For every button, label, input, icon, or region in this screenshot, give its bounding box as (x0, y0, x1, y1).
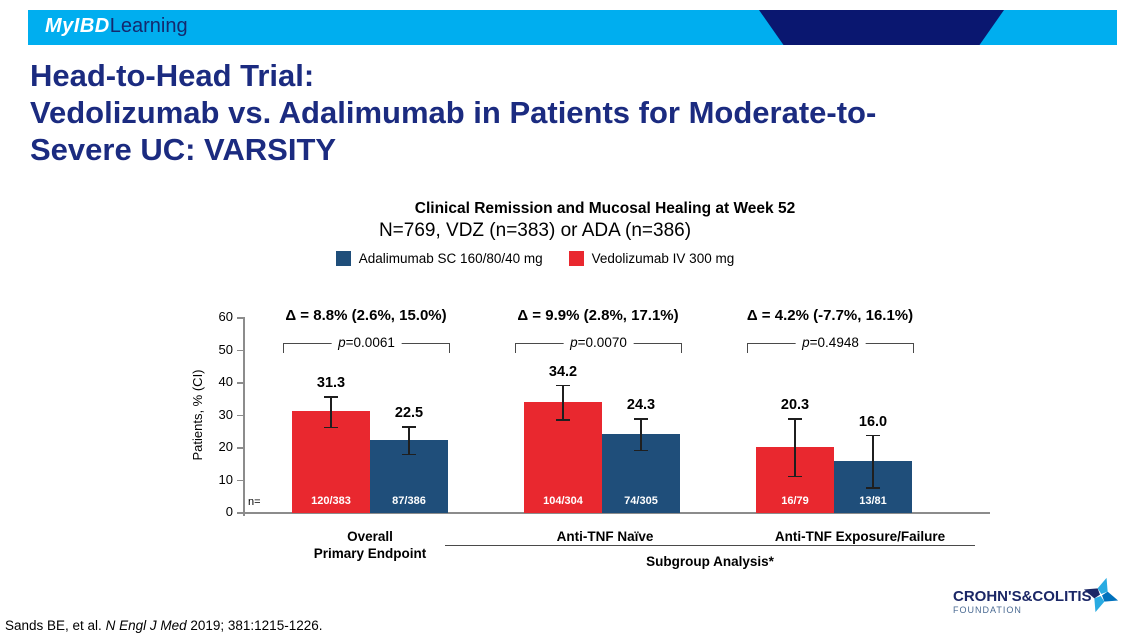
slide-title-line-1: Head-to-Head Trial: (30, 58, 315, 93)
legend-label-adalimumab: Adalimumab SC 160/80/40 mg (358, 251, 543, 266)
slide-title: Head-to-Head Trial: Vedolizumab vs. Adal… (30, 57, 1130, 168)
value-label-ada-group-1: 22.5 (394, 405, 424, 422)
logo-learning-text: Learning (109, 15, 188, 37)
error-bar-top-cap-vdz-group-2 (556, 384, 570, 387)
chart-legend: Adalimumab SC 160/80/40 mg Vedolizumab I… (150, 251, 920, 266)
n-label-ada-group-3: 13/81 (859, 495, 887, 507)
error-bar-bottom-cap-ada-group-1 (402, 453, 416, 456)
crohns-colitis-foundation-logo: CROHN'S&COLITIS FOUNDATION (953, 577, 1133, 615)
group-label-1: Overall Primary Endpoint (313, 529, 427, 561)
y-tick-label: 40 (218, 374, 233, 389)
myibd-learning-logo: MyIBDLearning (45, 15, 188, 38)
delta-annotation-group-2: Δ = 9.9% (2.8%, 17.1%) (517, 307, 679, 324)
n-label-vdz-group-2: 104/304 (543, 495, 583, 507)
bar-chart-plot-area: Patients, % (CI) n= 0 10 20 30 40 50 60 31.3 120/3… (190, 305, 990, 580)
n-label-vdz-group-1: 120/383 (311, 495, 351, 507)
error-bar-bottom-cap-vdz-group-2 (556, 419, 570, 421)
x-axis-line (243, 512, 990, 514)
p-value-bracket-group-1: p=0.0061 (283, 335, 450, 353)
p-value-label-group-3: p=0.4948 (795, 335, 866, 350)
error-bar-ada-group-3 (872, 434, 874, 487)
y-tick-label: 0 (225, 504, 233, 519)
legend-item-adalimumab: Adalimumab SC 160/80/40 mg (335, 251, 543, 266)
foundation-star-icon (1083, 577, 1119, 613)
subgroup-underline (445, 545, 975, 546)
y-tick-label: 20 (218, 439, 233, 454)
error-bar-ada-group-1 (408, 426, 410, 454)
slide-title-line-2: Vedolizumab vs. Adalimumab in Patients f… (30, 95, 877, 130)
delta-annotation-group-3: Δ = 4.2% (-7.7%, 16.1%) (746, 307, 914, 324)
legend-item-vedolizumab: Vedolizumab IV 300 mg (568, 251, 735, 266)
y-tick-label: 50 (218, 341, 233, 357)
error-bar-top-cap-ada-group-2 (634, 418, 648, 420)
p-value-bracket-group-2: p=0.0070 (515, 335, 682, 353)
error-bar-bottom-cap-vdz-group-3 (788, 475, 802, 478)
chart-subtitle: N=769, VDZ (n=383) or ADA (n=386) (378, 220, 692, 241)
y-tick-mark (237, 317, 245, 319)
value-label-vdz-group-3: 20.3 (780, 397, 810, 414)
n-label-ada-group-2: 74/305 (624, 495, 658, 507)
group-label-3: Anti-TNF Exposure/Failure (774, 529, 946, 544)
legend-label-vedolizumab: Vedolizumab IV 300 mg (591, 251, 735, 266)
adalimumab-swatch (335, 251, 351, 266)
value-label-ada-group-2: 24.3 (626, 397, 656, 414)
group-label-2: Anti-TNF Naïve (556, 529, 654, 544)
header-bar: MyIBDLearning (28, 10, 1117, 45)
y-tick-mark (237, 479, 245, 482)
p-value-bracket-group-3: p=0.4948 (747, 335, 914, 353)
error-bar-vdz-group-2 (562, 384, 564, 420)
citation-suffix: 2019; 381:1215-1226. (186, 618, 323, 633)
value-label-ada-group-3: 16.0 (858, 413, 888, 430)
citation: Sands BE, et al. N Engl J Med 2019; 381:… (5, 618, 322, 633)
y-tick-mark (237, 512, 245, 514)
vedolizumab-swatch (568, 251, 584, 266)
chart-title: Clinical Remission and Mucosal Healing a… (414, 200, 796, 217)
error-bar-bottom-cap-vdz-group-1 (324, 426, 338, 429)
bar-vdz-group-1 (292, 411, 370, 513)
error-bar-vdz-group-3 (794, 418, 796, 476)
error-bar-vdz-group-1 (330, 396, 332, 427)
n-equals-label: n= (248, 496, 261, 508)
logo-myibd-text: MyIBD (45, 15, 110, 37)
value-label-vdz-group-1: 31.3 (316, 375, 346, 391)
y-tick-label: 10 (218, 471, 233, 487)
error-bar-top-cap-vdz-group-3 (788, 418, 802, 420)
slide-title-line-3: Severe UC: VARSITY (30, 132, 337, 167)
y-tick-mark (237, 349, 245, 352)
foundation-sub: FOUNDATION (953, 605, 1022, 615)
y-axis-line (243, 318, 245, 516)
error-bar-bottom-cap-ada-group-2 (634, 449, 648, 452)
y-tick-mark (237, 447, 245, 449)
citation-journal: N Engl J Med (105, 618, 187, 633)
value-label-vdz-group-2: 34.2 (548, 363, 578, 380)
subgroup-analysis-label: Subgroup Analysis* (646, 554, 774, 569)
y-tick-mark (237, 414, 245, 417)
p-value-label-group-2: p=0.0070 (563, 335, 634, 350)
error-bar-top-cap-vdz-group-1 (324, 396, 338, 398)
y-tick-label: 30 (218, 406, 233, 422)
error-bar-top-cap-ada-group-1 (402, 426, 416, 428)
p-value-label-group-1: p=0.0061 (331, 335, 402, 350)
delta-annotation-group-1: Δ = 8.8% (2.6%, 15.0%) (285, 307, 447, 324)
citation-prefix: Sands BE, et al. (5, 618, 106, 633)
error-bar-ada-group-2 (640, 418, 642, 450)
y-tick-label: 60 (218, 309, 233, 324)
foundation-name: CROHN'S&COLITIS (953, 588, 1092, 605)
n-label-ada-group-1: 87/386 (392, 495, 426, 507)
error-bar-bottom-cap-ada-group-3 (866, 487, 880, 489)
n-label-vdz-group-3: 16/79 (781, 495, 809, 507)
error-bar-top-cap-ada-group-3 (866, 434, 880, 437)
y-tick-mark (237, 382, 245, 384)
header-accent-shape (759, 10, 1004, 45)
